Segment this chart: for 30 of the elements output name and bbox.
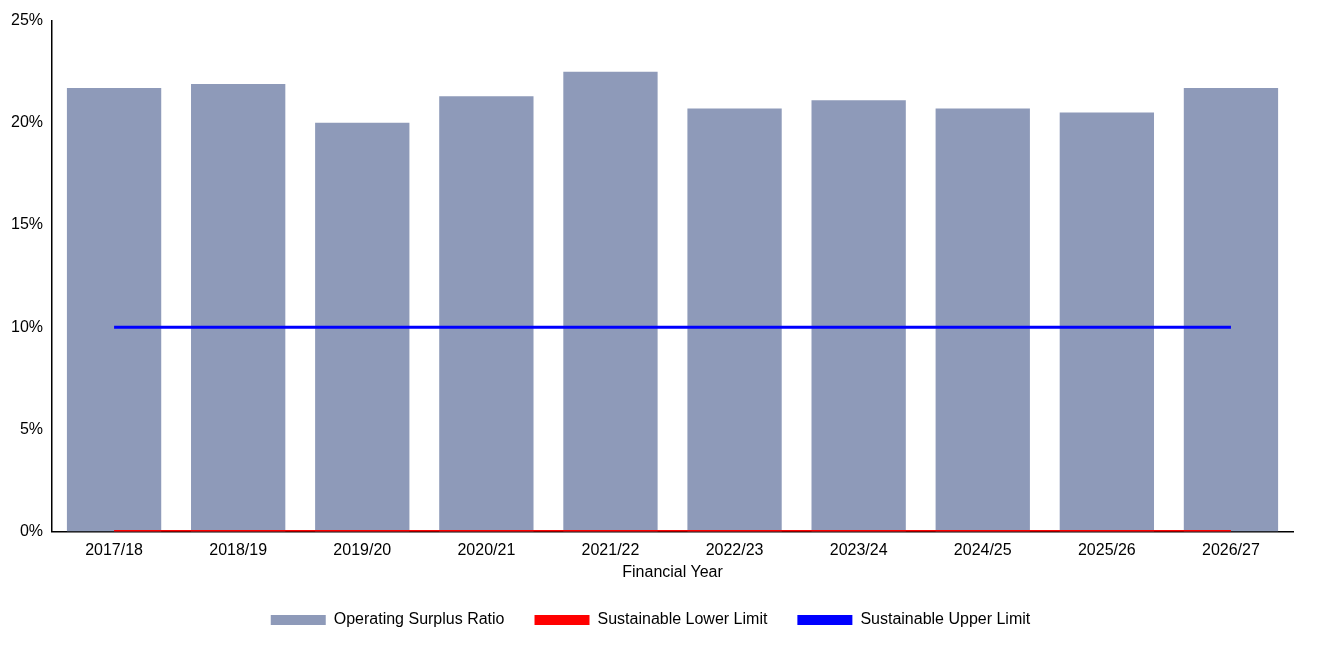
x-tick-label: 2021/22 — [581, 540, 640, 558]
y-tick-label: 25% — [10, 11, 44, 29]
x-tick-label: 2025/26 — [1077, 540, 1136, 558]
bar — [811, 100, 906, 532]
bar — [563, 71, 658, 532]
y-tick-label: 10% — [10, 317, 44, 335]
x-tick-label: 2023/24 — [829, 540, 888, 558]
bar — [1059, 112, 1155, 532]
legend-label: Sustainable Upper Limit — [860, 610, 1031, 628]
y-tick-label: 15% — [10, 215, 44, 233]
y-tick-label: 20% — [10, 113, 44, 131]
bar — [687, 108, 782, 532]
y-tick-label: 5% — [19, 419, 44, 437]
x-axis-title: Financial Year — [622, 562, 724, 580]
bar — [1183, 88, 1279, 532]
bar — [191, 83, 286, 532]
bar — [315, 122, 410, 532]
x-tick-label: 2018/19 — [209, 540, 268, 558]
x-tick-label: 2026/27 — [1202, 540, 1260, 558]
legend-label: Operating Surplus Ratio — [333, 610, 505, 628]
bar — [66, 88, 162, 532]
bar — [439, 96, 534, 532]
x-tick-label: 2019/20 — [333, 540, 392, 558]
x-tick-label: 2024/25 — [953, 540, 1012, 558]
bar — [935, 108, 1030, 532]
x-tick-label: 2017/18 — [85, 540, 144, 558]
legend-label: Sustainable Lower Limit — [597, 610, 768, 628]
x-tick-label: 2022/23 — [705, 540, 764, 558]
x-tick-label: 2020/21 — [457, 540, 516, 558]
y-tick-label: 0% — [19, 522, 44, 540]
